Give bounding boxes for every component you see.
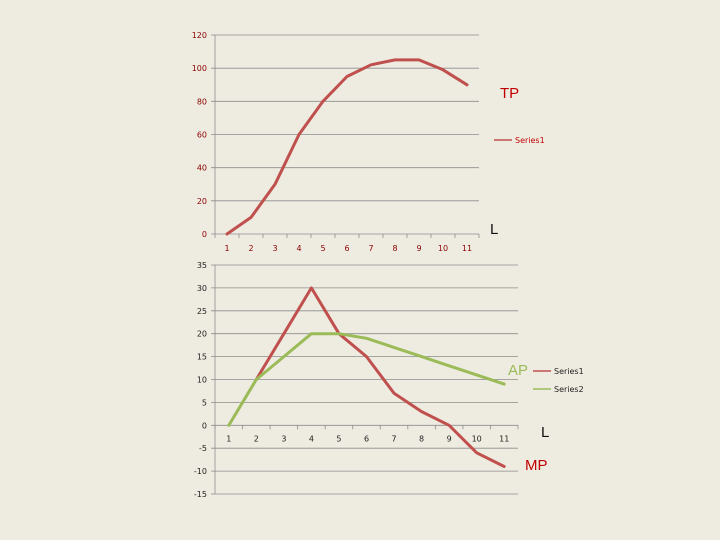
y-tick-label: 120 <box>192 31 207 40</box>
ap-curve-label: AP <box>508 362 528 379</box>
series-1-line <box>225 58 469 236</box>
x-tick-label: 7 <box>368 244 373 253</box>
x-tick-label: 3 <box>281 434 286 443</box>
x-tick-label: 2 <box>248 244 253 253</box>
x-tick-label: 8 <box>419 434 424 443</box>
x-tick-label: 8 <box>392 244 397 253</box>
y-tick-label: 10 <box>197 376 207 385</box>
y-tick-label: 80 <box>197 97 207 106</box>
tp-curve-label: TP <box>500 85 519 102</box>
x-tick-label: 6 <box>364 434 369 443</box>
ap-mp-chart: -15 -10 -5 0 5 10 15 20 25 30 35 1 2 3 4 5 6 7 8 9 10 11 Serie… <box>194 261 584 499</box>
series-1-line <box>254 286 506 468</box>
x-tick-label: 5 <box>336 434 341 443</box>
legend-label-series-1: Series1 <box>554 367 584 376</box>
chart2-x-axis-label: L <box>541 424 549 441</box>
x-tick-label: 6 <box>344 244 349 253</box>
x-tick-label: 10 <box>438 244 448 253</box>
y-tick-label: 40 <box>197 164 207 173</box>
y-tick-label: 35 <box>197 261 207 270</box>
legend-label-series-1: Series1 <box>515 136 545 145</box>
x-tick-label: 5 <box>320 244 325 253</box>
x-tick-label: 11 <box>499 434 509 443</box>
x-tick-label: 1 <box>224 244 229 253</box>
y-tick-label: -10 <box>194 467 207 476</box>
x-tick-label: 4 <box>296 244 301 253</box>
mp-curve-label: MP <box>525 457 548 474</box>
legend-label-series-2: Series2 <box>554 385 584 394</box>
y-tick-label: 15 <box>197 353 207 362</box>
y-tick-label: 5 <box>202 398 207 407</box>
x-tick-label: 7 <box>391 434 396 443</box>
y-tick-label: 60 <box>197 131 207 140</box>
y-tick-label: 20 <box>197 197 207 206</box>
tp-chart: 0 20 40 60 80 100 120 1 2 3 4 5 6 7 8 9 10 11 Series1 <box>192 31 545 253</box>
y-tick-label: -15 <box>194 490 207 499</box>
x-tick-label: 9 <box>416 244 421 253</box>
series-2-line <box>227 332 506 427</box>
y-tick-label: -5 <box>199 444 207 453</box>
x-tick-label: 11 <box>462 244 472 253</box>
y-tick-label: 0 <box>202 230 207 239</box>
y-tick-label: 25 <box>197 307 207 316</box>
y-tick-label: 30 <box>197 284 207 293</box>
y-tick-label: 20 <box>197 330 207 339</box>
x-tick-label: 2 <box>254 434 259 443</box>
y-tick-label: 0 <box>202 421 207 430</box>
x-tick-label: 10 <box>472 434 482 443</box>
x-tick-label: 9 <box>447 434 452 443</box>
x-tick-label: 3 <box>272 244 277 253</box>
chart1-x-axis-label: L <box>490 221 498 238</box>
x-tick-label: 4 <box>309 434 314 443</box>
x-tick-label: 1 <box>226 434 231 443</box>
y-tick-label: 100 <box>192 64 207 73</box>
